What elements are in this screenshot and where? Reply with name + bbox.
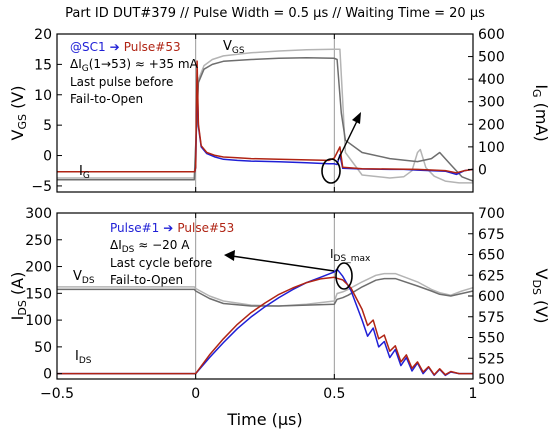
- top-plot-frame: [56, 33, 474, 193]
- ids-max-label: IDS_max: [330, 247, 371, 264]
- top-right-tick-label: 500: [478, 50, 505, 66]
- vds-axis-label: VDS (V): [530, 269, 550, 324]
- top-left-tick-label: −5: [31, 179, 52, 195]
- vgs-axis-label: VGS (V): [8, 86, 29, 141]
- top-series-line-1: [57, 56, 474, 182]
- vds-trace-label: VDS: [73, 269, 95, 286]
- bottom-left-tick-label: 100: [25, 313, 52, 329]
- bottom-series-line-1: [57, 277, 474, 307]
- bottom-annotation-line1: Pulse#1 ➔ Pulse#53: [110, 221, 234, 235]
- top-highlight-ellipse: [321, 158, 341, 184]
- top-series-line-3: [57, 60, 474, 174]
- x-axis-label: Time (μs): [226, 410, 302, 429]
- top-left-tick-label: 20: [34, 27, 52, 43]
- bottom-annotation-line2: ΔIDS ≈ −20 A: [110, 238, 190, 255]
- top-annotation-line3: Last pulse before: [70, 75, 173, 89]
- vgs-trace-label: VGS: [223, 39, 245, 56]
- top-left-tick-label: 5: [43, 118, 52, 134]
- bottom-left-tick-label: 0: [43, 367, 52, 383]
- x-tick-label: 1: [469, 386, 478, 402]
- bottom-series-line-3: [57, 276, 473, 376]
- top-left-ticks: −5 0 5 10 15 20: [31, 27, 62, 195]
- bottom-right-tick-label: 600: [478, 289, 505, 305]
- bottom-annotation-line3: Last cycle before: [110, 256, 212, 270]
- top-right-ticks: 0 100 200 300 400 500 600: [468, 27, 505, 178]
- ig-trace-label: IG: [79, 164, 90, 181]
- bottom-annotation-line4: Fail-to-Open: [110, 273, 183, 287]
- bottom-left-tick-label: 200: [25, 260, 52, 276]
- top-annotation-arrow: [337, 116, 360, 161]
- bottom-right-tick-label: 675: [478, 227, 505, 243]
- x-ticks: −0.5 0 0.5 1: [40, 213, 477, 402]
- figure-title: Part ID DUT#379 // Pulse Width = 0.5 μs …: [65, 6, 485, 21]
- top-right-tick-label: 0: [478, 162, 487, 178]
- x-tick-label: 0: [191, 386, 200, 402]
- bottom-right-tick-label: 650: [478, 248, 505, 264]
- bottom-right-ticks: 500 525 550 575 600 625 650 675 700: [468, 206, 505, 388]
- top-right-tick-label: 300: [478, 95, 505, 111]
- ig-axis-label: IG (mA): [530, 84, 550, 141]
- bottom-highlight-ellipse: [335, 262, 353, 290]
- top-right-tick-label: 600: [478, 27, 505, 43]
- bottom-left-tick-label: 50: [34, 340, 52, 356]
- bottom-series-line-0: [57, 272, 474, 307]
- top-arrow-head: [352, 112, 361, 124]
- top-left-tick-label: 15: [34, 57, 52, 73]
- bottom-right-tick-label: 525: [478, 351, 505, 367]
- bottom-right-tick-label: 700: [478, 206, 505, 222]
- bottom-left-tick-label: 300: [25, 206, 52, 222]
- top-annotation-line1: @SC1 ➔ Pulse#53: [70, 40, 181, 54]
- ids-axis-label: IDS (A): [8, 272, 29, 321]
- bottom-arrow-head: [224, 250, 235, 261]
- bottom-right-tick-label: 500: [478, 372, 505, 388]
- ids-trace-label: IDS: [75, 349, 92, 366]
- top-annotation-line4: Fail-to-Open: [70, 92, 143, 106]
- top-annotation-line2: ΔIG(1→53) ≈ +35 mA: [70, 57, 199, 74]
- top-right-tick-label: 100: [478, 140, 505, 156]
- x-tick-label: 0.5: [323, 386, 345, 402]
- bottom-right-tick-label: 575: [478, 310, 505, 326]
- bottom-left-ticks: 0 50 100 150 200 250 300: [25, 206, 62, 383]
- bottom-right-tick-label: 550: [478, 331, 505, 347]
- bottom-left-tick-label: 250: [25, 233, 52, 249]
- bottom-right-tick-label: 625: [478, 268, 505, 284]
- x-tick-label: −0.5: [40, 386, 74, 402]
- bottom-left-tick-label: 150: [25, 286, 52, 302]
- bottom-annotation-arrow: [231, 255, 335, 272]
- top-panel: −5 0 5 10 15 20 0 100 200 300 400 500 600 VGS (V) I…: [8, 27, 550, 195]
- top-right-tick-label: 400: [478, 72, 505, 88]
- top-left-tick-label: 10: [34, 88, 52, 104]
- bottom-plot-traces: [57, 213, 474, 379]
- top-left-tick-label: 0: [43, 149, 52, 165]
- bottom-panel: 0 50 100 150 200 250 300 500 525 550 575 600 625 650…: [8, 206, 550, 429]
- top-right-tick-label: 200: [478, 117, 505, 133]
